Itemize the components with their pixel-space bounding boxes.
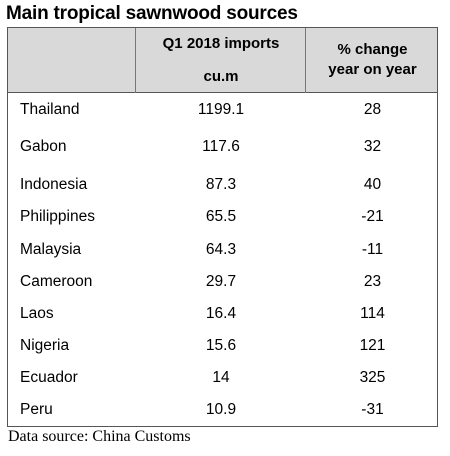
imports-cell: 1199.1 — [197, 101, 245, 118]
country-cell: Malaysia — [20, 241, 82, 258]
header-change-line2: year on year — [328, 61, 417, 78]
change-cell: -21 — [361, 208, 384, 225]
table-row: Thailand 1199.1 28 — [8, 94, 437, 126]
table-row: Malaysia 64.3 -11 — [8, 234, 437, 266]
header-change-line1: % change — [337, 41, 408, 58]
change-cell: 114 — [360, 305, 385, 322]
country-cell: Cameroon — [20, 273, 93, 290]
imports-cell: 14 — [212, 369, 230, 386]
data-source-note: Data source: China Customs — [8, 428, 191, 445]
table-row: Indonesia 87.3 40 — [8, 169, 437, 201]
sawnwood-table: Q1 2018 imports cu.m % change year on ye… — [7, 27, 438, 427]
country-cell: Gabon — [20, 138, 67, 155]
imports-cell: 87.3 — [205, 176, 237, 193]
country-cell: Peru — [20, 401, 53, 418]
country-cell: Laos — [20, 305, 54, 322]
imports-cell: 10.9 — [205, 401, 237, 418]
change-cell: 23 — [363, 273, 382, 290]
table-row: Nigeria 15.6 121 — [8, 330, 437, 362]
imports-cell: 15.6 — [205, 337, 237, 354]
imports-cell: 65.5 — [205, 208, 237, 225]
country-cell: Nigeria — [20, 337, 70, 354]
change-cell: -11 — [361, 241, 384, 258]
table-row: Laos 16.4 114 — [8, 298, 437, 330]
header-divider — [305, 28, 306, 93]
change-cell: -31 — [361, 401, 384, 418]
change-cell: 325 — [359, 369, 386, 386]
table-row: Philippines 65.5 -21 — [8, 201, 437, 233]
change-cell: 40 — [363, 176, 382, 193]
table-row: Peru 10.9 -31 — [8, 394, 437, 426]
header-imports-line2: cu.m — [203, 68, 239, 85]
header-divider — [135, 28, 136, 93]
imports-cell: 117.6 — [202, 138, 240, 155]
table-row: Gabon 117.6 32 — [8, 131, 437, 163]
change-cell: 121 — [359, 337, 386, 354]
country-cell: Philippines — [20, 208, 95, 225]
country-cell: Indonesia — [20, 176, 88, 193]
imports-cell: 64.3 — [205, 241, 237, 258]
country-cell: Thailand — [20, 101, 80, 118]
country-cell: Ecuador — [20, 369, 78, 386]
table-row: Cameroon 29.7 23 — [8, 266, 437, 298]
table-title: Main tropical sawnwood sources — [6, 3, 298, 24]
change-cell: 32 — [363, 138, 382, 155]
imports-cell: 29.7 — [205, 273, 237, 290]
header-imports-line1: Q1 2018 imports — [162, 35, 280, 52]
change-cell: 28 — [363, 101, 382, 118]
imports-cell: 16.4 — [205, 305, 237, 322]
table-header: Q1 2018 imports cu.m % change year on ye… — [8, 28, 437, 93]
table-row: Ecuador 14 325 — [8, 362, 437, 394]
